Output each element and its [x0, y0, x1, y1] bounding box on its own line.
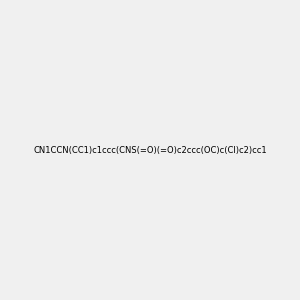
- Text: CN1CCN(CC1)c1ccc(CNS(=O)(=O)c2ccc(OC)c(Cl)c2)cc1: CN1CCN(CC1)c1ccc(CNS(=O)(=O)c2ccc(OC)c(C…: [33, 146, 267, 154]
